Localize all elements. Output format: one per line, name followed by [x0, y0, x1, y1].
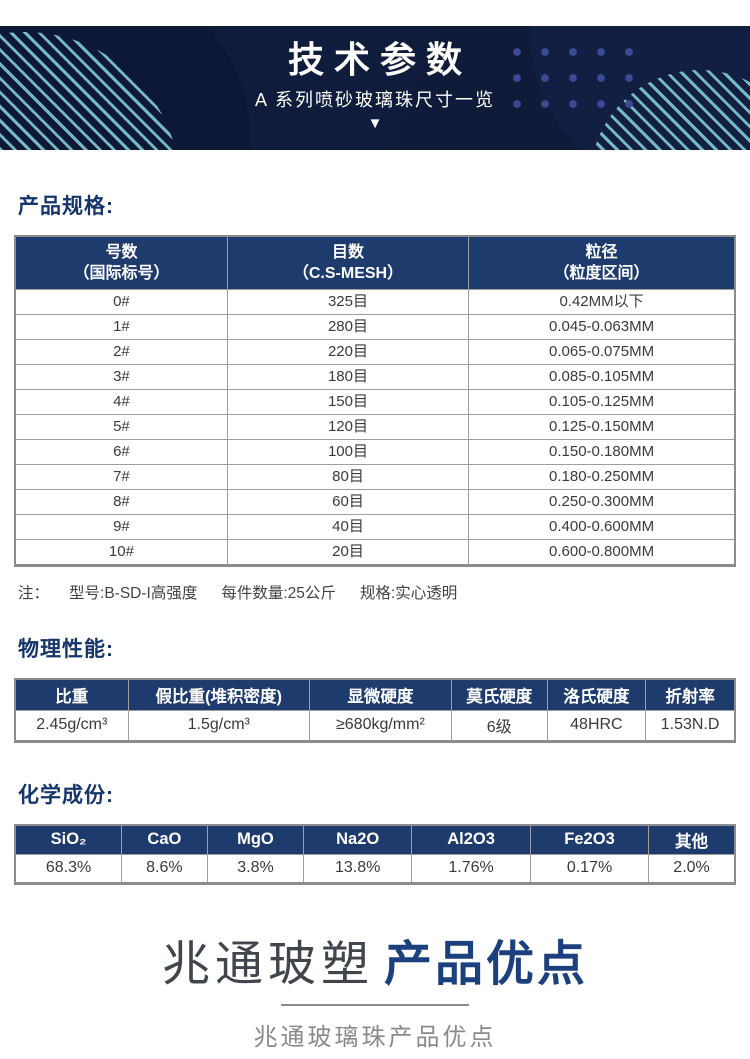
note-spec: 规格:实心透明 [359, 585, 458, 602]
phys-col-rockwell: 洛氏硬度 [546, 678, 647, 711]
physical-table-header-row: 比重 假比重(堆积密度) 显微硬度 莫氏硬度 洛氏硬度 折射率 [14, 678, 736, 711]
chem-col-other: 其他 [648, 824, 736, 855]
chem-col-na2o: Na2O [303, 824, 413, 855]
table-row: 68.3% 8.6% 3.8% 13.8% 1.76% 0.17% 2.0% [14, 853, 736, 884]
table-row: 5# 120目 0.125-0.150MM [14, 414, 736, 440]
content: 产品规格: 号数 （国际标号） 目数 （C.S-MESH） 粒径 （粒度区间） … [14, 190, 736, 885]
banner-title: 技术参数 [287, 39, 472, 80]
spec-col-header-mesh: 目数 （C.S-MESH） [226, 235, 470, 290]
chem-col-cao: CaO [121, 824, 208, 855]
table-row: 0# 325目 0.42MM以下 [14, 289, 736, 315]
chem-col-sio2: SiO₂ [14, 824, 123, 855]
note-prefix: 注： [18, 585, 50, 602]
spec-col-header-size: 粒径 （粒度区间） [468, 235, 736, 290]
table-row: 9# 40目 0.400-0.600MM [14, 514, 736, 540]
table-row: 2.45g/cm³ 1.5g/cm³ ≥680kg/mm² 6级 48HRC 1… [14, 709, 736, 742]
note-model: 型号:B-SD-I高强度 [69, 585, 198, 602]
physical-table: 比重 假比重(堆积密度) 显微硬度 莫氏硬度 洛氏硬度 折射率 2.45g/cm… [14, 678, 736, 743]
footer-subtitle: 兆通玻璃珠产品优点 [253, 1024, 497, 1052]
spec-col-header-number: 号数 （国际标号） [14, 235, 228, 290]
physical-section-heading: 物理性能: [18, 638, 114, 661]
chemical-table-header-row: SiO₂ CaO MgO Na2O Al2O3 Fe2O3 其他 [14, 824, 736, 855]
table-row: 3# 180目 0.085-0.105MM [14, 364, 736, 390]
banner: 技术参数 A 系列喷砂玻璃珠尺寸一览 ▼ [0, 26, 750, 150]
table-row: 7# 80目 0.180-0.250MM [14, 464, 736, 490]
table-row: 1# 280目 0.045-0.063MM [14, 314, 736, 340]
chem-col-mgo: MgO [206, 824, 305, 855]
banner-content: 技术参数 A 系列喷砂玻璃珠尺寸一览 ▼ [0, 26, 750, 131]
banner-subtitle: A 系列喷砂玻璃珠尺寸一览 [254, 90, 495, 111]
table-row: 2# 220目 0.065-0.075MM [14, 339, 736, 365]
footer-divider [281, 1004, 469, 1007]
spec-section-heading: 产品规格: [18, 195, 114, 218]
phys-col-micro-hardness: 显微硬度 [308, 678, 452, 711]
footer-section: 兆通玻塑 产品优点 兆通玻璃珠产品优点 [0, 937, 750, 1053]
chemical-section-heading: 化学成份: [18, 783, 114, 807]
table-row: 10# 20目 0.600-0.800MM [14, 539, 736, 566]
chem-col-al2o3: Al2O3 [411, 824, 531, 855]
spec-note: 注： 型号:B-SD-I高强度 每件数量:25公斤 规格:实心透明 [14, 581, 736, 603]
footer-title: 产品优点 [384, 937, 589, 991]
down-triangle-icon: ▼ [367, 115, 383, 133]
table-row: 6# 100目 0.150-0.180MM [14, 439, 736, 465]
phys-col-density: 比重 [14, 678, 129, 711]
table-row: 8# 60目 0.250-0.300MM [14, 489, 736, 515]
phys-col-bulk-density: 假比重(堆积密度) [127, 678, 310, 711]
footer-brand: 兆通玻塑 [161, 937, 374, 991]
footer-heading: 兆通玻塑 产品优点 [0, 937, 750, 992]
phys-col-refraction: 折射率 [645, 678, 736, 711]
note-quantity: 每件数量:25公斤 [221, 585, 336, 602]
table-row: 4# 150目 0.105-0.125MM [14, 389, 736, 415]
spec-table-header-row: 号数 （国际标号） 目数 （C.S-MESH） 粒径 （粒度区间） [14, 235, 736, 290]
dot-grid-decoration [500, 36, 636, 110]
chemical-table: SiO₂ CaO MgO Na2O Al2O3 Fe2O3 其他 68.3% 8… [14, 823, 736, 885]
phys-col-mohs: 莫氏硬度 [450, 678, 548, 711]
chem-col-fe2o3: Fe2O3 [529, 824, 650, 855]
spec-table: 号数 （国际标号） 目数 （C.S-MESH） 粒径 （粒度区间） 0# 325目… [14, 235, 736, 567]
